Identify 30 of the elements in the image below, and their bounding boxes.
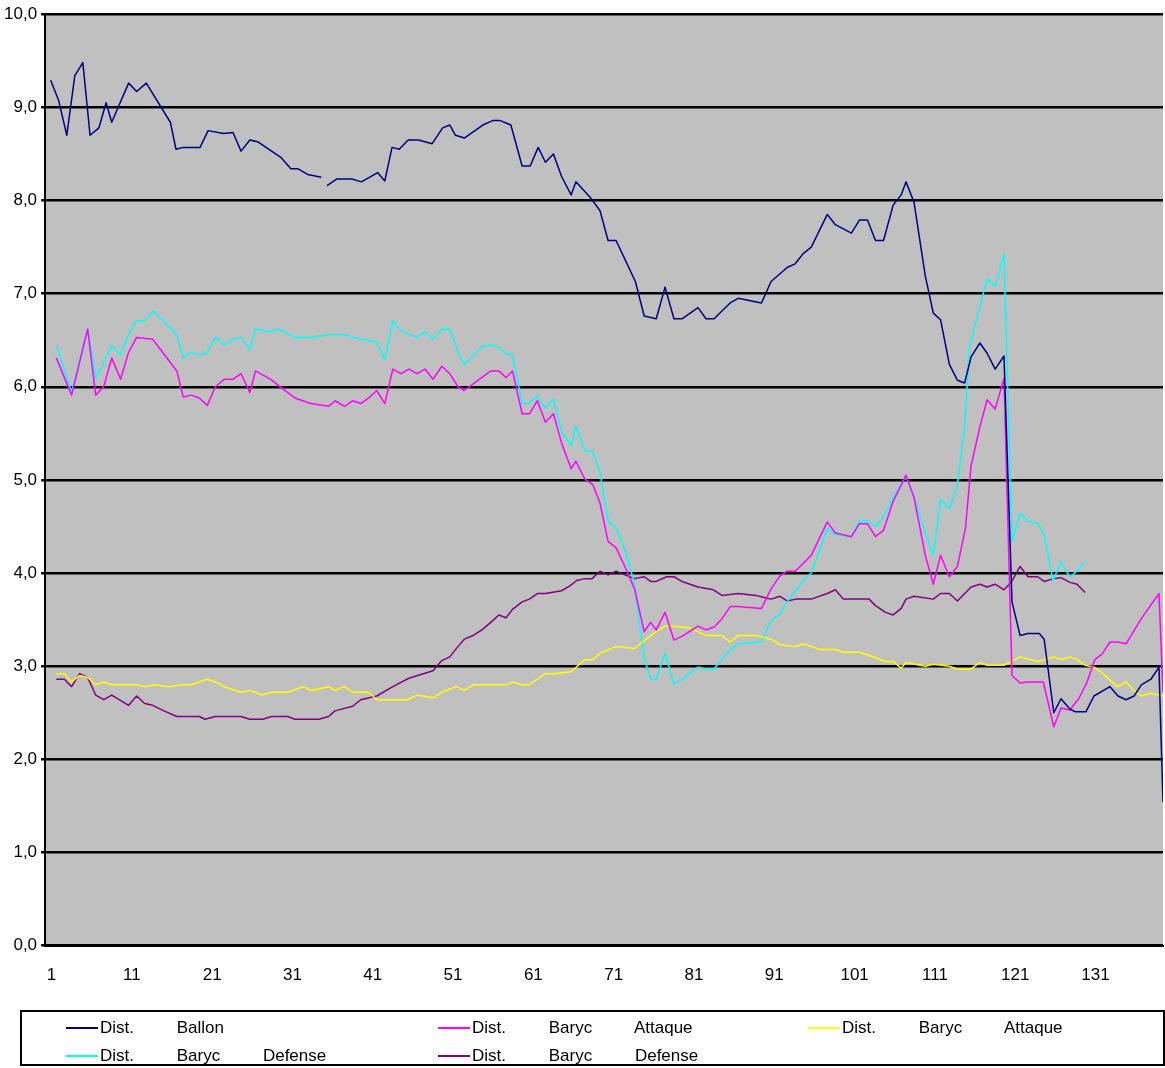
- legend-label: Dist. Baryc Defense: [471, 1045, 700, 1066]
- y-tick-label: 9,0: [13, 97, 38, 117]
- y-tick-label: 10,0: [3, 3, 38, 23]
- y-tick-label: 8,0: [13, 190, 38, 210]
- x-tick-label: 31: [282, 965, 302, 985]
- y-tick-label: 2,0: [13, 749, 38, 769]
- x-tick-label: 121: [1001, 965, 1030, 985]
- x-tick-label: 81: [684, 965, 704, 985]
- x-tick-label: 1: [46, 965, 57, 985]
- x-tick-label: 131: [1081, 965, 1110, 985]
- y-tick-label: 0,0: [13, 935, 38, 955]
- legend-label: Dist. Baryc Attaque: [841, 1017, 1064, 1039]
- legend-label: Dist. Baryc Attaque: [471, 1017, 694, 1039]
- x-tick-label: 101: [840, 965, 869, 985]
- y-tick-label: 4,0: [13, 562, 38, 582]
- x-tick-label: 91: [764, 965, 784, 985]
- legend-label: Dist. Ballon: [99, 1017, 225, 1039]
- y-tick-label: 6,0: [13, 376, 38, 396]
- x-tick-label: 21: [202, 965, 222, 985]
- y-tick-label: 7,0: [13, 283, 38, 303]
- x-tick-label: 71: [604, 965, 624, 985]
- y-tick-label: 3,0: [13, 655, 38, 675]
- x-tick-label: 51: [443, 965, 463, 985]
- x-tick-label: 41: [363, 965, 383, 985]
- y-tick-label: 5,0: [13, 469, 38, 489]
- y-tick-label: 1,0: [13, 842, 38, 862]
- legend-label: Dist. Baryc Defense: [99, 1045, 328, 1066]
- x-tick-label: 11: [122, 965, 141, 985]
- x-tick-label: 111: [922, 965, 948, 985]
- x-tick-label: 61: [523, 965, 543, 985]
